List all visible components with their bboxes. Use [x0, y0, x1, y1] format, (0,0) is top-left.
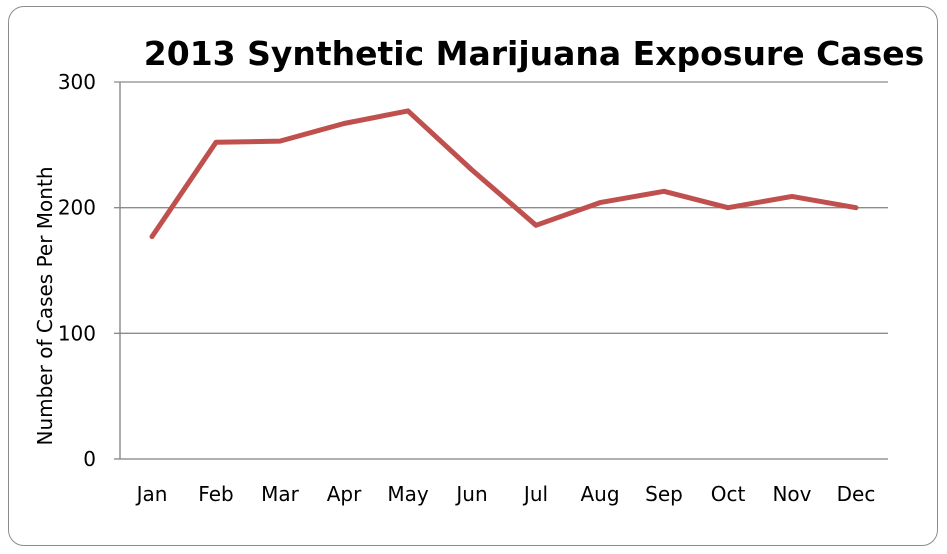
x-tick-label: Dec: [837, 482, 876, 506]
x-tick-label: Sep: [645, 482, 683, 506]
x-tick-label: Jan: [135, 482, 168, 506]
series-line: [149, 108, 859, 240]
y-tick-label: 300: [58, 70, 96, 94]
y-tick-label: 0: [83, 447, 96, 471]
x-tick-label: Feb: [198, 482, 233, 506]
x-tick-label: Aug: [580, 482, 619, 506]
x-tick-label: Apr: [327, 482, 362, 506]
x-tick-label: May: [387, 482, 429, 506]
chart-title: 2013 Synthetic Marijuana Exposure Cases: [144, 34, 924, 73]
x-tick-label: Jul: [522, 482, 548, 506]
gridlines: [114, 81, 888, 460]
x-tick-label: Oct: [711, 482, 746, 506]
y-tick-label: 200: [58, 196, 96, 220]
chart-frame: [8, 6, 938, 546]
x-tick-label: Jun: [454, 482, 487, 506]
y-axis-label: Number of Cases Per Month: [33, 167, 57, 446]
x-tick-label: Mar: [261, 482, 300, 506]
y-tick-labels: 0 100 200 300: [58, 70, 96, 471]
x-tick-labels: Jan Feb Mar Apr May Jun Jul Aug Sep Oct Nov Dec: [135, 482, 876, 506]
y-tick-label: 100: [58, 321, 96, 345]
x-tick-label: Nov: [772, 482, 811, 506]
